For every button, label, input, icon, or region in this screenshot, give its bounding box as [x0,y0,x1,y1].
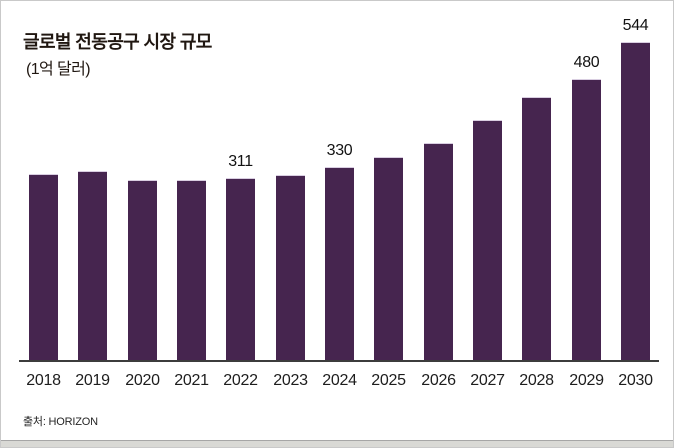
x-tick-2024: 2024 [322,372,357,389]
bar-2030 [621,42,650,361]
bar-2020 [128,180,157,361]
bar-2026 [424,143,453,361]
x-tick-2028: 2028 [519,372,554,389]
value-label-2022: 311 [228,153,253,170]
x-tick-2020: 2020 [125,372,160,389]
bar-2029 [572,79,601,361]
x-tick-2025: 2025 [371,372,406,389]
chart-subtitle: (1억 달러) [26,61,91,78]
value-label-2030: 544 [622,17,649,34]
x-tick-2018: 2018 [26,372,61,389]
bar-2025 [374,157,403,361]
chart-title: 글로벌 전동공구 시장 규모 [23,32,212,52]
bar-2018 [29,174,58,361]
value-label-2024: 330 [326,142,353,159]
bar-2028 [522,97,551,361]
x-tick-2019: 2019 [75,372,110,389]
x-tick-2026: 2026 [421,372,456,389]
bar-2019 [78,171,107,361]
bar-2027 [473,120,502,361]
bar-2024 [325,167,354,361]
x-tick-2027: 2027 [470,372,505,389]
x-tick-2030: 2030 [618,372,653,389]
value-label-2029: 480 [573,54,600,71]
x-tick-2022: 2022 [223,372,258,389]
bar-2022 [226,178,255,361]
x-tick-2023: 2023 [273,372,308,389]
x-tick-2029: 2029 [569,372,604,389]
x-axis-line [19,360,659,362]
page-background-strip [1,440,673,447]
bar-2023 [276,175,305,361]
x-tick-2021: 2021 [174,372,209,389]
bar-2021 [177,180,206,361]
source-caption: 출처: HORIZON [23,416,98,428]
